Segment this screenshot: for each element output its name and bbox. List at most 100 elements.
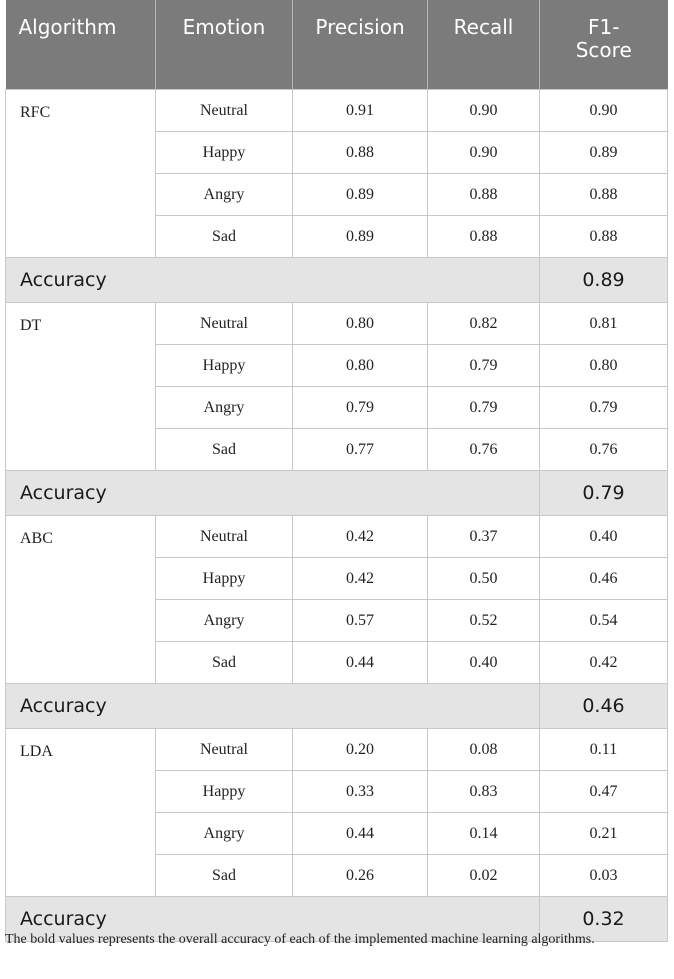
table-row: Happy 0.88 0.90 0.89 — [6, 131, 668, 174]
emotion-cell: Happy — [155, 770, 293, 813]
recall-cell: 0.83 — [427, 770, 540, 813]
f1-score-cell: 0.46 — [539, 557, 668, 600]
recall-cell: 0.88 — [427, 173, 540, 216]
precision-cell: 0.42 — [292, 515, 428, 558]
precision-cell: 0.88 — [292, 131, 428, 174]
table-row: Sad 0.77 0.76 0.76 — [6, 428, 668, 471]
f1-score-cell: 0.47 — [539, 770, 668, 813]
table-row: ABC Neutral 0.42 0.37 0.40 — [5, 515, 668, 684]
table-row: RFC Neutral 0.91 0.90 0.90 — [5, 89, 668, 258]
precision-cell: 0.44 — [292, 641, 428, 684]
header-precision: Precision — [292, 0, 428, 90]
precision-cell: 0.26 — [292, 854, 428, 897]
emotion-cell: Neutral — [155, 515, 293, 558]
precision-cell: 0.57 — [292, 599, 428, 642]
f1-score-cell: 0.03 — [539, 854, 668, 897]
f1-score-cell: 0.80 — [539, 344, 668, 387]
emotion-cell: Angry — [155, 386, 293, 429]
accuracy-row: Accuracy 0.46 — [5, 683, 668, 729]
precision-cell: 0.44 — [292, 812, 428, 855]
accuracy-row: Accuracy 0.89 — [5, 257, 668, 303]
precision-cell: 0.89 — [292, 215, 428, 258]
table-footnote: The bold values represents the overall a… — [5, 932, 595, 947]
emotion-cell: Happy — [155, 131, 293, 174]
accuracy-label: Accuracy — [5, 470, 540, 516]
header-emotion: Emotion — [155, 0, 293, 90]
recall-cell: 0.14 — [427, 812, 540, 855]
header-row: Algorithm Emotion Precision Recall F1- S… — [5, 0, 668, 90]
emotion-cell: Sad — [155, 428, 293, 471]
precision-cell: 0.80 — [292, 302, 428, 345]
accuracy-row: Accuracy 0.79 — [5, 470, 668, 516]
precision-cell: 0.20 — [292, 728, 428, 771]
emotion-cell: Angry — [155, 173, 293, 216]
table-row: Angry 0.89 0.88 0.88 — [6, 173, 668, 216]
recall-cell: 0.79 — [427, 386, 540, 429]
table-row: Angry 0.57 0.52 0.54 — [6, 599, 668, 642]
emotion-cell: Neutral — [155, 728, 293, 771]
emotion-cell: Neutral — [155, 302, 293, 345]
table-header: Algorithm Emotion Precision Recall F1- S… — [5, 0, 668, 90]
recall-cell: 0.08 — [427, 728, 540, 771]
f1-score-cell: 0.88 — [539, 215, 668, 258]
f1-score-cell: 0.42 — [539, 641, 668, 684]
recall-cell: 0.79 — [427, 344, 540, 387]
accuracy-label: Accuracy — [5, 257, 540, 303]
emotion-cell: Happy — [155, 557, 293, 600]
emotion-cell: Angry — [155, 812, 293, 855]
f1-score-cell: 0.54 — [539, 599, 668, 642]
algorithm-cell: ABC — [5, 515, 156, 684]
accuracy-value: 0.79 — [539, 470, 668, 516]
recall-cell: 0.02 — [427, 854, 540, 897]
f1-score-cell: 0.89 — [539, 131, 668, 174]
emotion-cell: Sad — [155, 854, 293, 897]
emotion-cell: Sad — [155, 641, 293, 684]
precision-cell: 0.79 — [292, 386, 428, 429]
table-row: Sad 0.26 0.02 0.03 — [6, 854, 668, 897]
accuracy-value: 0.89 — [539, 257, 668, 303]
table-row: DT Neutral 0.80 0.82 0.81 — [5, 302, 668, 471]
results-table-container: Algorithm Emotion Precision Recall F1- S… — [5, 0, 668, 942]
f1-score-cell: 0.11 — [539, 728, 668, 771]
f1-score-cell: 0.88 — [539, 173, 668, 216]
algorithm-cell: RFC — [5, 89, 156, 258]
table-row: Happy 0.42 0.50 0.46 — [6, 557, 668, 600]
table-row: LDA Neutral 0.20 0.08 0.11 — [5, 728, 668, 897]
precision-cell: 0.77 — [292, 428, 428, 471]
table-row: Happy 0.80 0.79 0.80 — [6, 344, 668, 387]
f1-score-cell: 0.21 — [539, 812, 668, 855]
results-table: Algorithm Emotion Precision Recall F1- S… — [5, 0, 668, 942]
table-row: Angry 0.79 0.79 0.79 — [6, 386, 668, 429]
accuracy-row: Accuracy 0.32 — [5, 896, 668, 942]
accuracy-label: Accuracy — [5, 683, 540, 729]
f1-score-cell: 0.76 — [539, 428, 668, 471]
table-row: Angry 0.44 0.14 0.21 — [6, 812, 668, 855]
f1-score-cell: 0.81 — [539, 302, 668, 345]
precision-cell: 0.33 — [292, 770, 428, 813]
recall-cell: 0.37 — [427, 515, 540, 558]
header-recall: Recall — [427, 0, 540, 90]
f1-score-cell: 0.40 — [539, 515, 668, 558]
algorithm-cell: LDA — [5, 728, 156, 897]
precision-cell: 0.80 — [292, 344, 428, 387]
precision-cell: 0.89 — [292, 173, 428, 216]
precision-cell: 0.91 — [292, 89, 428, 132]
recall-cell: 0.40 — [427, 641, 540, 684]
recall-cell: 0.82 — [427, 302, 540, 345]
f1-score-cell: 0.90 — [539, 89, 668, 132]
recall-cell: 0.90 — [427, 89, 540, 132]
recall-cell: 0.88 — [427, 215, 540, 258]
table-body: RFC Neutral 0.91 0.90 0.90 Happy 0.88 0.90 0.89 A… — [5, 89, 668, 942]
emotion-cell: Angry — [155, 599, 293, 642]
table-row: Sad 0.89 0.88 0.88 — [6, 215, 668, 258]
algorithm-cell: DT — [5, 302, 156, 471]
recall-cell: 0.50 — [427, 557, 540, 600]
accuracy-value: 0.46 — [539, 683, 668, 729]
header-algorithm: Algorithm — [5, 0, 156, 90]
precision-cell: 0.42 — [292, 557, 428, 600]
header-f1-score: F1- Score — [539, 0, 668, 90]
recall-cell: 0.90 — [427, 131, 540, 174]
recall-cell: 0.76 — [427, 428, 540, 471]
emotion-cell: Happy — [155, 344, 293, 387]
f1-score-cell: 0.79 — [539, 386, 668, 429]
